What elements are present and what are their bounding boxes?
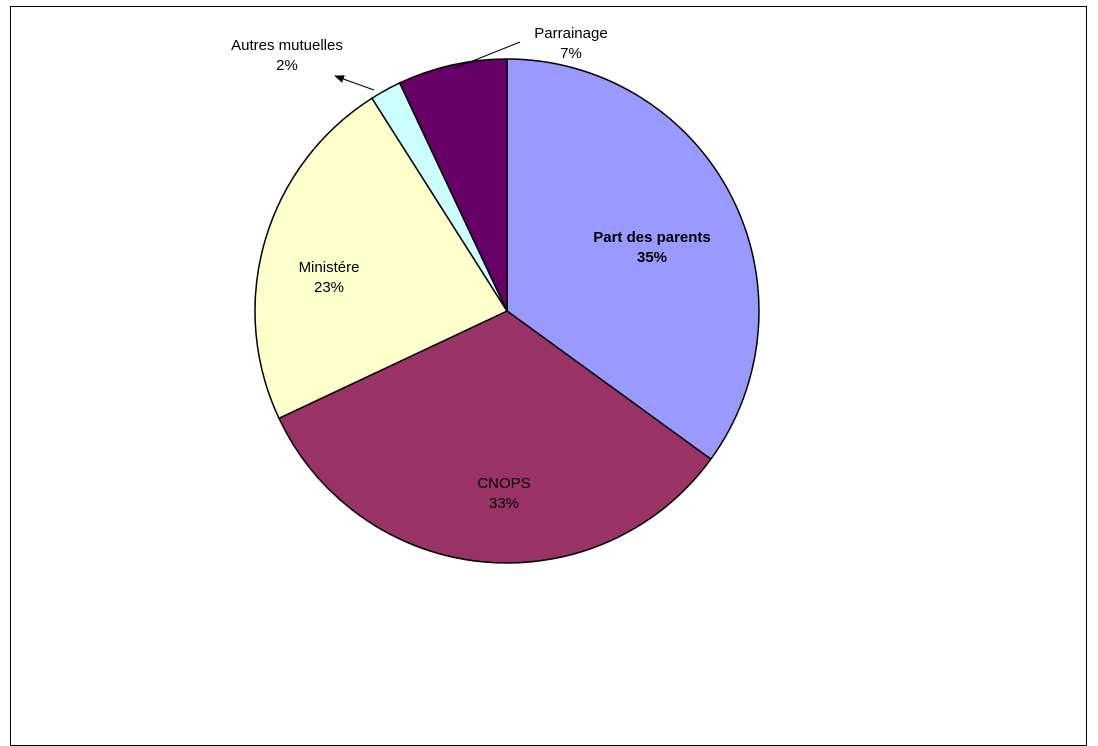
pie-slice-parrainage: [398, 58, 508, 312]
slice-labels: Part des parents 35% CNOPS 33% Ministére 23% A…: [231, 25, 711, 512]
slice-label-autres-mutuelles: Autres mutuelles: [231, 37, 343, 54]
leader-line-parrainage: [454, 41, 521, 69]
slice-value-parrainage: 7%: [560, 45, 582, 62]
slice-label-part-des-parents: Part des parents: [593, 229, 711, 246]
slice-value-part-des-parents: 35%: [637, 249, 667, 266]
slice-label-ministere: Ministére: [299, 259, 360, 276]
slice-label-cnops: CNOPS: [477, 475, 530, 492]
pie-slice-ministere: [254, 97, 509, 420]
leader-lines: [334, 41, 521, 91]
leader-line-autres-mutuelles: [334, 75, 375, 91]
pie-slice-part-des-parents: [506, 58, 760, 461]
pie-slices: [254, 58, 760, 564]
slice-value-cnops: 33%: [489, 495, 519, 512]
slice-label-parrainage: Parrainage: [534, 25, 607, 42]
slice-value-ministere: 23%: [314, 279, 344, 296]
slice-value-autres-mutuelles: 2%: [276, 57, 298, 74]
pie-slice-cnops: [277, 310, 712, 564]
